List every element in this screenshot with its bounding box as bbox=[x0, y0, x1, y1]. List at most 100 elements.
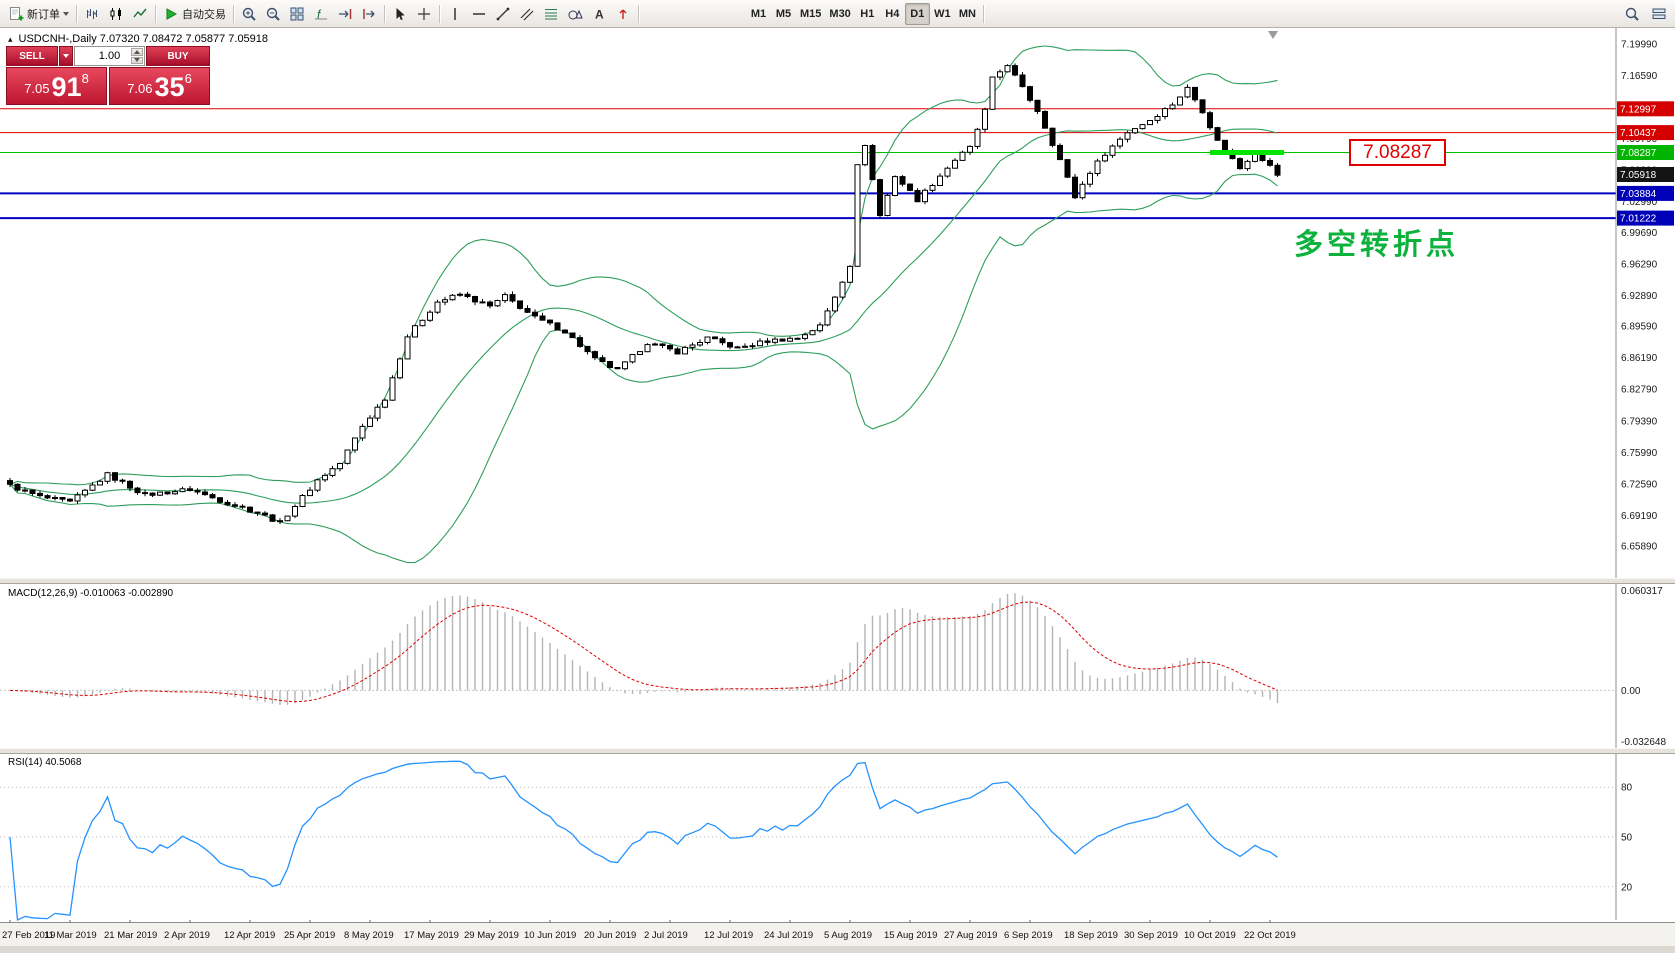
trade-panel-prices: 7.05 91 8 7.06 35 6 bbox=[6, 67, 210, 105]
cursor-button[interactable] bbox=[388, 3, 412, 25]
time-axis-label: 30 Sep 2019 bbox=[1124, 930, 1178, 941]
time-axis-label: 10 Jun 2019 bbox=[524, 930, 577, 941]
svg-text:20: 20 bbox=[1621, 882, 1633, 893]
timeframe-m30-button[interactable]: M30 bbox=[825, 3, 854, 25]
timeframe-h1-button[interactable]: H1 bbox=[855, 3, 880, 25]
horizontal-line-button[interactable] bbox=[467, 3, 491, 25]
toolbar-button-label: M15 bbox=[800, 7, 822, 20]
svg-text:7.19990: 7.19990 bbox=[1621, 39, 1658, 50]
buy-price-button[interactable]: 7.06 35 6 bbox=[109, 67, 210, 105]
buy-price-big: 35 bbox=[154, 72, 185, 102]
chart-bars-button[interactable] bbox=[80, 3, 104, 25]
volume-decrease-button[interactable] bbox=[131, 56, 143, 64]
toolbar-right bbox=[1620, 3, 1671, 25]
toolbar-separator bbox=[76, 4, 77, 23]
price-level-callout[interactable]: 7.08287 bbox=[1349, 139, 1446, 166]
autotrade-button[interactable]: 自动交易 bbox=[159, 3, 230, 25]
time-axis-label: 10 Oct 2019 bbox=[1184, 930, 1236, 941]
time-axis-label: 22 Oct 2019 bbox=[1244, 930, 1296, 941]
svg-text:6.75990: 6.75990 bbox=[1621, 448, 1658, 459]
toolbar-button-label: D1 bbox=[910, 7, 925, 20]
volume-increase-button[interactable] bbox=[131, 48, 143, 56]
timeframe-m1-button[interactable]: M1 bbox=[746, 3, 771, 25]
time-axis-label: 12 Apr 2019 bbox=[224, 930, 276, 941]
chart-shift-button[interactable] bbox=[357, 3, 381, 25]
text-label-button[interactable]: A bbox=[587, 3, 611, 25]
trendline-button[interactable] bbox=[491, 3, 515, 25]
shapes-icon bbox=[567, 6, 583, 22]
timeframe-m5-button[interactable]: M5 bbox=[771, 3, 796, 25]
toolbar: 新订单 自动交易 f A M1 M5 M15 M30 H1 H4 D1 W1 MN bbox=[0, 0, 1675, 28]
shapes-button[interactable] bbox=[563, 3, 587, 25]
timeframe-h4-button[interactable]: H4 bbox=[880, 3, 905, 25]
volume-stepper[interactable]: 1.00 bbox=[74, 46, 145, 66]
time-axis-label: 2 Apr 2019 bbox=[164, 930, 210, 941]
toolbar-button-label: M30 bbox=[829, 7, 851, 20]
timeframe-w1-button[interactable]: W1 bbox=[930, 3, 955, 25]
toolbar-group: f bbox=[237, 3, 381, 25]
sell-button[interactable]: SELL bbox=[6, 46, 58, 66]
timeframe-mn-button[interactable]: MN bbox=[955, 3, 980, 25]
chart-candles-icon bbox=[108, 6, 124, 22]
time-axis-label: 5 Aug 2019 bbox=[824, 930, 873, 941]
toolbar-separator bbox=[439, 4, 440, 23]
toolbar-button-label: 新订单 bbox=[27, 8, 60, 21]
macd-label: MACD(12,26,9) -0.010063 -0.002890 bbox=[8, 588, 174, 599]
indicators-button[interactable]: f bbox=[309, 3, 333, 25]
chart-candles-button[interactable] bbox=[104, 3, 128, 25]
panel-splitter[interactable] bbox=[0, 748, 1675, 754]
arrow-tools-button[interactable] bbox=[611, 3, 635, 25]
vertical-line-button[interactable] bbox=[443, 3, 467, 25]
window-list-button[interactable] bbox=[1647, 3, 1671, 25]
rsi-label: RSI(14) 40.5068 bbox=[8, 757, 82, 768]
chinese-annotation: 多空转折点 bbox=[1294, 229, 1460, 261]
zoom-in-button[interactable] bbox=[237, 3, 261, 25]
svg-text:A: A bbox=[595, 7, 604, 21]
cursor-icon bbox=[392, 6, 408, 22]
toolbar-group bbox=[80, 3, 152, 25]
equidistant-channel-button[interactable] bbox=[515, 3, 539, 25]
indicators-icon: f bbox=[313, 6, 329, 22]
svg-text:6.89590: 6.89590 bbox=[1621, 322, 1658, 333]
tile-windows-button[interactable] bbox=[285, 3, 309, 25]
one-click-panel-toggle-icon[interactable]: ▴ bbox=[8, 34, 13, 44]
time-axis-label: 25 Apr 2019 bbox=[284, 930, 336, 941]
buy-button[interactable]: BUY bbox=[146, 46, 210, 66]
zoom-out-button[interactable] bbox=[261, 3, 285, 25]
search-button[interactable] bbox=[1620, 3, 1644, 25]
toolbar-button-label: M1 bbox=[750, 7, 767, 20]
toolbar-group: A bbox=[443, 3, 635, 25]
timeframe-d1-button[interactable]: D1 bbox=[904, 2, 930, 25]
search-icon bbox=[1624, 6, 1640, 22]
tile-windows-icon bbox=[289, 6, 305, 22]
timeframe-m15-button[interactable]: M15 bbox=[796, 3, 825, 25]
time-axis-label: 20 Jun 2019 bbox=[584, 930, 637, 941]
auto-scroll-button[interactable] bbox=[333, 3, 357, 25]
timeframe-group: M1 M5 M15 M30 H1 H4 D1 W1 MN bbox=[746, 2, 980, 25]
play-icon bbox=[163, 6, 179, 22]
crosshair-icon bbox=[416, 6, 432, 22]
crosshair-button[interactable] bbox=[412, 3, 436, 25]
svg-text:0.060317: 0.060317 bbox=[1621, 586, 1663, 597]
volume-spin-buttons bbox=[131, 48, 143, 64]
sell-price-sup: 8 bbox=[81, 71, 89, 86]
svg-text:6.86190: 6.86190 bbox=[1621, 353, 1658, 364]
horizontal-line-icon bbox=[471, 6, 487, 22]
svg-text:6.79390: 6.79390 bbox=[1621, 416, 1658, 427]
buy-price-base: 7.06 bbox=[127, 81, 153, 96]
time-axis-label: 8 May 2019 bbox=[344, 930, 394, 941]
svg-text:6.69190: 6.69190 bbox=[1621, 511, 1658, 522]
time-axis-label: 6 Sep 2019 bbox=[1004, 930, 1053, 941]
fibonacci-button[interactable] bbox=[539, 3, 563, 25]
time-axis[interactable]: 27 Feb 2019 11 Mar 2019 21 Mar 2019 2 Apr 2… bbox=[0, 922, 1675, 946]
new-order-button[interactable]: 新订单 bbox=[4, 3, 73, 25]
toolbar-group bbox=[388, 3, 436, 25]
sell-price-button[interactable]: 7.05 91 8 bbox=[6, 67, 107, 105]
panel-splitter[interactable] bbox=[0, 578, 1675, 584]
svg-text:6.72590: 6.72590 bbox=[1621, 479, 1658, 490]
order-type-dropdown[interactable] bbox=[59, 46, 73, 66]
toolbar-separator bbox=[384, 4, 385, 23]
chart-line-button[interactable] bbox=[128, 3, 152, 25]
vertical-line-icon bbox=[447, 6, 463, 22]
